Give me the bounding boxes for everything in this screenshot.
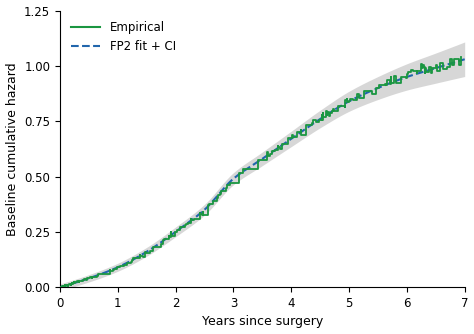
Legend: Empirical, FP2 fit + CI: Empirical, FP2 fit + CI xyxy=(66,16,181,58)
Y-axis label: Baseline cumulative hazard: Baseline cumulative hazard xyxy=(6,62,18,236)
X-axis label: Years since surgery: Years since surgery xyxy=(202,315,323,328)
